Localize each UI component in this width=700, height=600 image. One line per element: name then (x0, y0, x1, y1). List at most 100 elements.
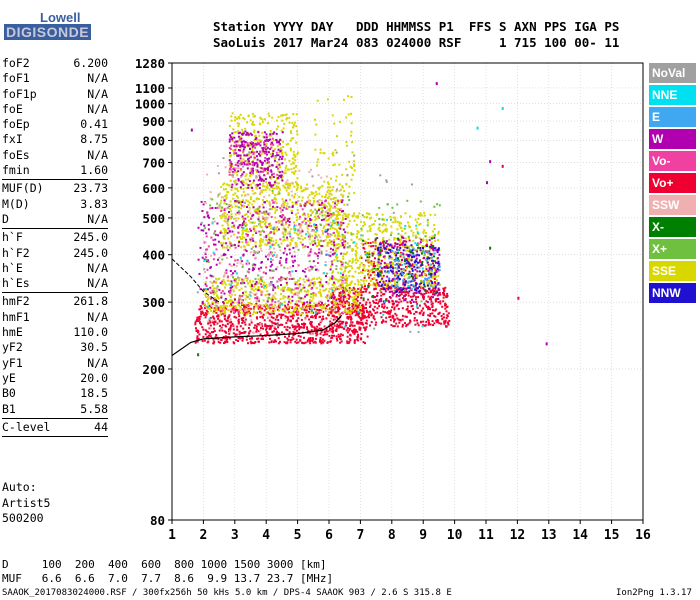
data-point-sse (267, 122, 269, 125)
data-point-vo- (372, 316, 375, 319)
data-point-vo- (213, 317, 216, 320)
data-point-vo- (364, 329, 367, 332)
data-point-sse (298, 232, 301, 235)
data-point-sse (268, 240, 271, 243)
data-point-sse (421, 275, 424, 278)
param-label: h`F2 (2, 245, 30, 260)
data-point-sse (289, 243, 292, 246)
data-point-sse (230, 173, 233, 176)
data-point-vo- (344, 322, 347, 325)
data-point-vo- (413, 279, 416, 282)
data-point-sse (350, 303, 353, 306)
data-point-sse (224, 308, 227, 311)
data-point-sse (290, 291, 293, 294)
data-point-vo- (362, 246, 365, 249)
data-point-sse (437, 270, 440, 273)
data-point-vo- (397, 301, 400, 304)
data-point-sse (332, 154, 335, 157)
data-point-w (389, 290, 392, 293)
data-point-sse (335, 237, 338, 240)
data-point-vo- (263, 309, 266, 312)
data-point-vo- (338, 298, 341, 301)
data-point-sse (260, 139, 263, 142)
data-point-vo- (268, 328, 271, 331)
data-point-sse (277, 287, 280, 290)
data-point-vo- (244, 160, 247, 163)
data-point-vo- (338, 294, 341, 297)
data-point-vo- (206, 212, 209, 215)
data-point-vo- (238, 294, 241, 297)
data-point-sse (288, 159, 291, 162)
data-point-vo- (331, 325, 334, 328)
param-label: foF1 (2, 71, 30, 86)
data-point-w (341, 199, 344, 202)
data-point-vo- (311, 316, 314, 319)
data-point-sse (354, 283, 357, 286)
data-point-sse (249, 212, 252, 215)
data-point-w (272, 285, 275, 288)
data-point-vo- (374, 248, 377, 251)
data-point-vo- (216, 307, 219, 310)
data-point-vo- (254, 341, 257, 343)
data-point-sse (317, 281, 320, 284)
data-point-vo- (249, 228, 251, 231)
data-point-vo- (312, 341, 315, 344)
data-point-sse (375, 282, 378, 285)
data-point-sse (240, 194, 243, 197)
data-point-sse (220, 196, 223, 199)
data-point-sse (347, 223, 350, 226)
data-point-vo- (375, 302, 377, 304)
data-point-vo- (391, 299, 394, 302)
data-point-sse (227, 300, 230, 303)
data-point-vo- (281, 214, 284, 216)
data-point-sse (269, 204, 271, 207)
data-point-w (393, 245, 396, 248)
data-point-w (254, 263, 257, 266)
data-point-sse (290, 149, 292, 152)
data-point-x- (318, 217, 321, 219)
data-point-vo- (318, 316, 321, 319)
data-point-vo- (365, 326, 368, 329)
data-point-sse (206, 300, 209, 302)
data-point-sse (347, 213, 350, 216)
data-point-sse (354, 302, 356, 305)
data-point-sse (225, 229, 228, 232)
data-point-nnw (399, 247, 402, 249)
data-point-sse (276, 161, 279, 164)
data-point-sse (249, 240, 252, 243)
data-point-vo- (353, 292, 356, 295)
data-point-vo- (444, 302, 447, 305)
data-point-w (310, 204, 313, 207)
data-point-w (248, 157, 251, 160)
data-point-vo- (250, 141, 253, 144)
data-point-w (264, 272, 267, 275)
data-point-w (234, 298, 236, 301)
data-point-nnw (407, 286, 410, 289)
data-point-vo- (439, 293, 442, 296)
data-point-vo- (365, 309, 368, 312)
data-point-sse (241, 235, 244, 238)
data-point-vo- (290, 338, 293, 341)
data-point-w (257, 170, 260, 173)
data-point-sse (353, 191, 356, 194)
data-point-w (208, 216, 211, 219)
data-point-sse (301, 238, 304, 241)
data-point-vo- (381, 303, 384, 306)
data-point-vo- (382, 320, 385, 323)
data-point-sse (215, 308, 218, 311)
data-point-w (247, 158, 249, 161)
data-point-sse (248, 308, 251, 311)
data-point-vo- (267, 325, 269, 328)
data-point-vo- (226, 341, 229, 344)
data-point-w (293, 259, 296, 262)
data-point-vo- (230, 310, 233, 313)
data-point-nnw (414, 284, 417, 287)
data-point-vo- (332, 304, 335, 306)
data-point-sse (379, 229, 381, 232)
data-point-vo- (286, 337, 289, 340)
data-point-vo- (264, 152, 266, 155)
data-point-sse (284, 169, 287, 172)
data-point-vo- (379, 312, 382, 315)
data-point-sse (238, 279, 241, 282)
data-point-nnw (430, 273, 433, 276)
